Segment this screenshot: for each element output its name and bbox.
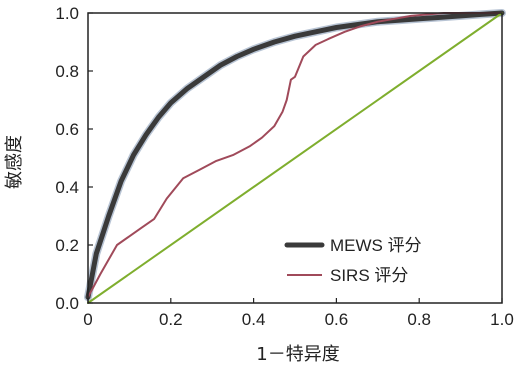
legend: MEWS 评分 SIRS 评分 — [284, 236, 422, 285]
x-tick-label: 0.8 — [407, 310, 431, 329]
legend-label-mews: MEWS 评分 — [330, 236, 422, 255]
legend-label-sirs: SIRS 评分 — [330, 266, 408, 285]
x-tick-label: 0.2 — [159, 310, 183, 329]
tick-layer: 0 0.2 0.4 0.6 0.8 1.0 0.0 0.2 0.4 0.6 0.8 1.0 — [55, 4, 513, 329]
series-layer — [84, 9, 506, 304]
y-tick-label: 1.0 — [55, 4, 79, 23]
plot-border — [87, 12, 503, 304]
y-tick-label: 0.6 — [55, 120, 79, 139]
y-tick-label: 0.2 — [55, 236, 79, 255]
y-tick-label: 0.4 — [55, 178, 79, 197]
x-tick-label: 1.0 — [490, 310, 514, 329]
x-tick-label: 0 — [83, 310, 92, 329]
y-tick-label: 0.0 — [55, 294, 79, 313]
series-line-mews — [85, 10, 505, 300]
x-axis-label: 1－特异度 — [256, 344, 339, 365]
x-tick-label: 0.4 — [242, 310, 266, 329]
plot-frame — [87, 12, 503, 304]
y-axis-label: 敏感度 — [4, 135, 25, 189]
y-tick-label: 0.8 — [55, 62, 79, 81]
x-tick-label: 0.6 — [325, 310, 349, 329]
series-line-reference — [87, 12, 503, 304]
series-line-sirs — [87, 12, 503, 299]
